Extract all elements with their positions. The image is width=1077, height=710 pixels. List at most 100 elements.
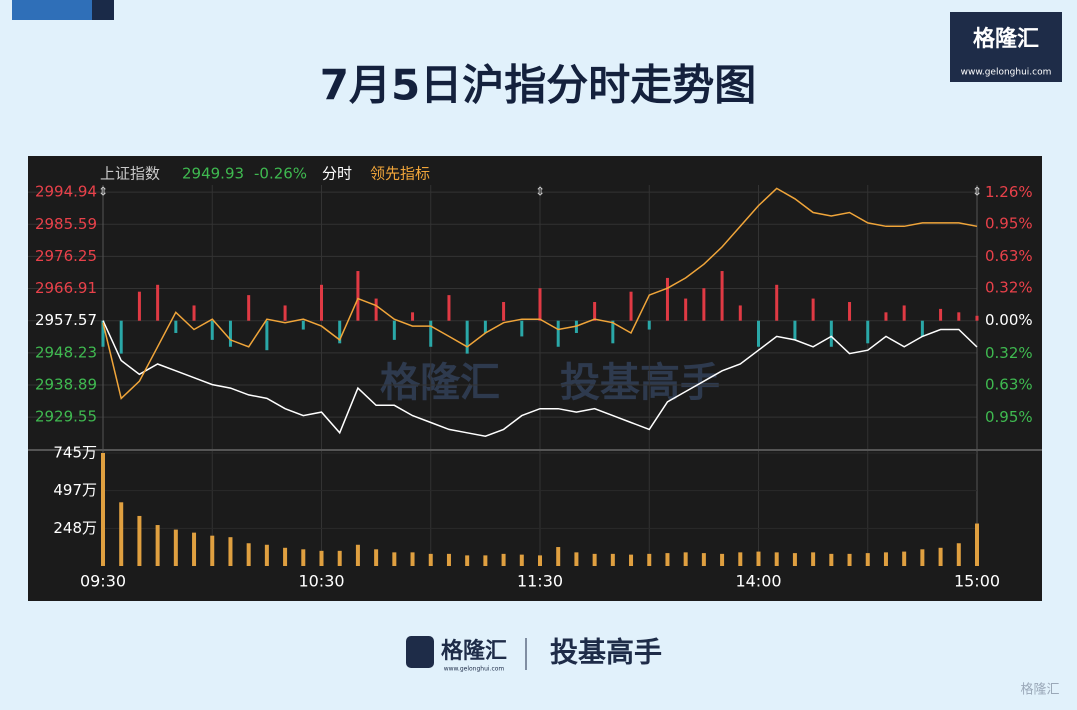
breadth-bar xyxy=(684,298,688,321)
mode: 分时 xyxy=(322,165,352,183)
y2-tick-label: 0.63% xyxy=(985,247,1033,265)
y-tick-label: 497万 xyxy=(53,481,97,499)
y-tick-label: 248万 xyxy=(53,519,97,537)
breadth-bar xyxy=(647,320,651,330)
deco-block xyxy=(12,0,92,20)
y-tick-label: 2985.59 xyxy=(35,215,97,233)
resize-icon: ⇕ xyxy=(535,185,545,199)
volume-bar xyxy=(975,523,979,566)
y2-tick-label: 1.26% xyxy=(985,183,1033,201)
volume-bar xyxy=(155,525,160,566)
watermark: 投基高手 xyxy=(560,360,720,406)
volume-bar xyxy=(574,552,579,566)
breadth-bar xyxy=(829,320,833,347)
breadth-bar xyxy=(793,320,797,340)
breadth-bar xyxy=(665,277,669,321)
breadth-bar xyxy=(228,320,232,347)
volume-bar xyxy=(246,543,251,566)
breadth-bar xyxy=(247,295,251,321)
breadth-bar xyxy=(447,295,451,321)
indicator-name: 领先指标 xyxy=(370,165,430,183)
y-tick-label: 745万 xyxy=(53,444,97,462)
breadth-bar xyxy=(283,305,287,321)
y2-tick-label: 0.32% xyxy=(985,279,1033,297)
volume-bar xyxy=(119,502,124,566)
breadth-bar xyxy=(702,288,706,321)
resize-icon: ⇕ xyxy=(972,185,982,199)
breadth-bar xyxy=(848,302,852,321)
volume-bar xyxy=(538,555,542,566)
chart-panel xyxy=(28,156,1042,601)
change: -0.26% xyxy=(254,165,307,183)
logo-name: 格隆汇 xyxy=(973,26,1039,52)
volume-bar xyxy=(228,537,233,566)
y-tick-label: 2938.89 xyxy=(35,375,97,393)
breadth-bar xyxy=(429,320,433,347)
volume-bar xyxy=(756,551,761,566)
volume-bar xyxy=(283,547,288,566)
breadth-bar xyxy=(356,271,360,321)
volume-bar xyxy=(556,547,561,566)
y-tick-label: 2966.91 xyxy=(35,279,97,297)
logo-box xyxy=(950,12,1062,82)
volume-bar xyxy=(847,553,852,566)
resize-icon: ⇕ xyxy=(98,185,108,199)
breadth-bar xyxy=(629,291,633,321)
breadth-bar xyxy=(866,320,870,344)
breadth-bar xyxy=(738,305,742,321)
breadth-bar xyxy=(338,320,342,344)
volume-bar xyxy=(629,554,634,566)
last-price: 2949.93 xyxy=(182,165,244,183)
breadth-bar xyxy=(210,320,214,340)
breadth-bar xyxy=(957,312,961,321)
volume-bar xyxy=(410,552,415,566)
volume-bar xyxy=(792,553,797,566)
breadth-bar xyxy=(975,315,979,321)
volume-bar xyxy=(337,550,342,566)
y2-tick-label: 0.63% xyxy=(985,375,1033,393)
footer-brand: 格隆汇 xyxy=(441,638,507,664)
volume-bar xyxy=(101,453,105,566)
price-line xyxy=(102,187,978,400)
volume-bar xyxy=(720,553,725,566)
price-line xyxy=(102,320,978,437)
volume-bar xyxy=(192,532,197,566)
volume-bar xyxy=(811,552,816,566)
breadth-bar xyxy=(192,305,196,321)
volume-bar xyxy=(829,553,834,566)
watermark: 格隆汇 xyxy=(380,360,500,406)
breadth-bar xyxy=(939,308,943,321)
breadth-bar xyxy=(757,320,760,347)
breadth-bar xyxy=(775,284,779,321)
x-tick-label: 09:30 xyxy=(80,572,126,591)
breadth-bar xyxy=(902,305,906,321)
volume-bar xyxy=(592,553,597,566)
breadth-bar xyxy=(538,288,542,321)
breadth-bar xyxy=(137,291,141,321)
volume-bar xyxy=(264,544,269,566)
volume-bar xyxy=(501,553,506,566)
y-tick-label: 2929.55 xyxy=(35,408,97,426)
volume-bar xyxy=(701,553,706,566)
breadth-bar xyxy=(920,320,924,337)
volume-bar xyxy=(374,549,379,566)
y2-tick-label: 0.32% xyxy=(985,344,1033,362)
volume-bar xyxy=(902,551,907,566)
y2-tick-label: 0.95% xyxy=(985,408,1033,426)
breadth-bar xyxy=(265,320,269,351)
volume-bar xyxy=(665,553,670,566)
footer-slogan: 投基高手 xyxy=(550,636,662,669)
volume-bar xyxy=(738,552,743,566)
volume-bar xyxy=(137,515,142,566)
volume-bar xyxy=(774,552,779,566)
breadth-bar xyxy=(320,284,323,321)
volume-bar xyxy=(465,555,470,566)
breadth-bar xyxy=(556,320,560,347)
breadth-bar xyxy=(611,320,615,344)
volume-bar xyxy=(647,553,652,566)
volume-bar xyxy=(483,555,488,566)
x-tick-label: 14:00 xyxy=(735,572,781,591)
y-tick-label: 2957.57 xyxy=(35,311,97,329)
